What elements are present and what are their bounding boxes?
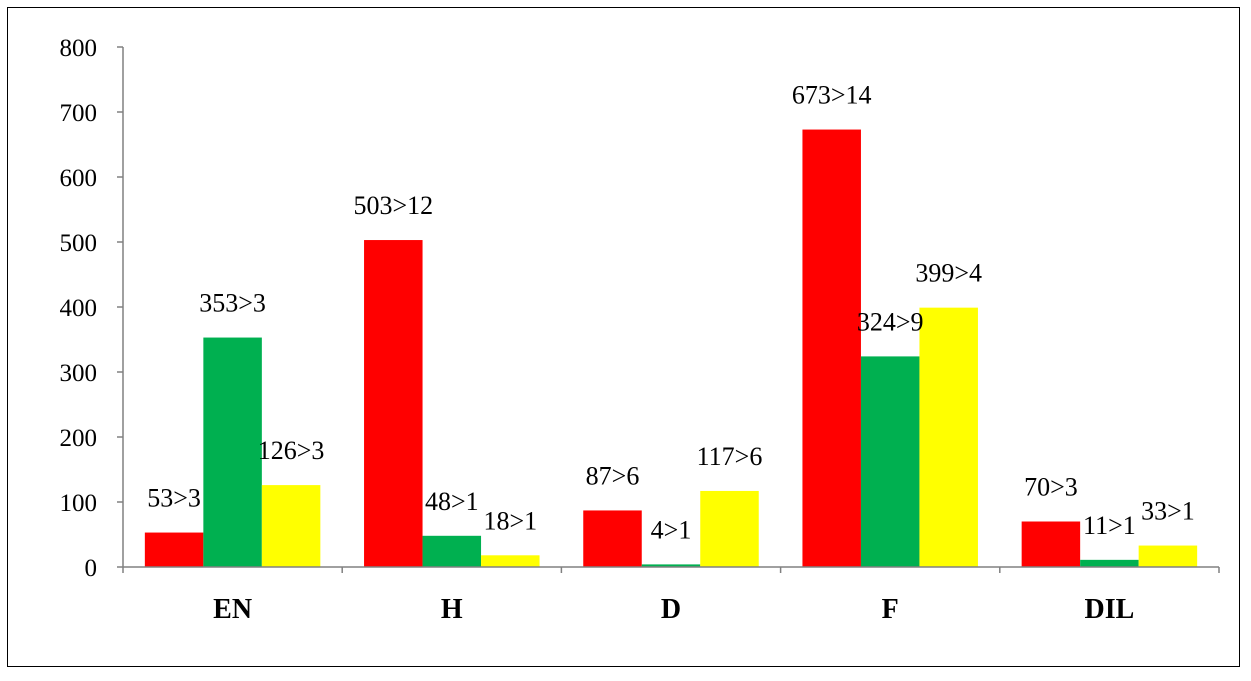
y-tick-label: 0 [85, 555, 98, 582]
bar-dil-series-2 [1080, 559, 1139, 567]
y-axis-ticks: 0 100 200 300 400 500 600 700 800 [60, 35, 1220, 582]
data-label-f-series-1: 673>14 [792, 81, 872, 110]
y-tick-label: 400 [60, 295, 98, 322]
bar-d-series-3 [700, 490, 759, 567]
data-label-h-series-1: 503>12 [353, 191, 433, 220]
bar-en-series-1 [144, 532, 204, 567]
data-label-d-series-1: 87>6 [586, 461, 640, 490]
data-label-d-series-2: 4>1 [651, 515, 692, 544]
data-label-d-series-3: 117>6 [697, 442, 763, 471]
bar-f-series-1 [802, 129, 861, 568]
bar-en-series-3 [261, 485, 321, 567]
bar-dil-series-1 [1021, 521, 1081, 567]
bar-h-series-1 [364, 240, 423, 568]
y-tick-label: 100 [60, 490, 98, 517]
y-tick-label: 700 [60, 100, 98, 127]
y-tick-label: 300 [60, 360, 98, 387]
category-label-d: D [661, 594, 681, 625]
data-label-f-series-3: 399>4 [915, 259, 982, 288]
y-tick-label: 600 [60, 165, 98, 192]
data-label-en-series-2: 353>3 [199, 289, 266, 318]
bar-d-series-2 [641, 564, 701, 567]
data-label-en-series-1: 53>3 [147, 484, 201, 513]
y-tick-label: 200 [60, 425, 98, 452]
bar-dil-series-3 [1138, 545, 1198, 567]
category-label-dil: DIL [1085, 594, 1135, 625]
y-tick-label: 500 [60, 230, 98, 257]
data-label-dil-series-3: 33>1 [1141, 497, 1195, 526]
data-label-f-series-2: 324>9 [857, 307, 924, 336]
bar-d-series-1 [583, 510, 642, 567]
category-label-en: EN [213, 594, 252, 625]
category-label-h: H [441, 594, 463, 625]
category-label-f: F [882, 594, 899, 625]
bars [144, 129, 1198, 568]
data-label-dil-series-1: 70>3 [1024, 473, 1078, 502]
bar-h-series-2 [422, 535, 482, 567]
bar-en-series-2 [203, 337, 262, 567]
bar-f-series-2 [860, 356, 920, 567]
chart-frame [7, 7, 1240, 667]
data-label-h-series-2: 48>1 [425, 487, 479, 516]
data-label-en-series-3: 126>3 [258, 436, 325, 465]
bar-f-series-3 [919, 307, 978, 567]
bar-h-series-3 [481, 555, 540, 567]
y-tick-label: 800 [60, 35, 98, 62]
data-labels: 53>3 353>3 126>3 503>12 48>118>1 87>6 4>1 117>6… [147, 81, 1194, 545]
category-labels: EN H D F DIL [213, 594, 1134, 625]
data-label-h-series-3: 18>1 [483, 506, 537, 535]
data-label-dil-series-2: 11>1 [1083, 511, 1136, 540]
